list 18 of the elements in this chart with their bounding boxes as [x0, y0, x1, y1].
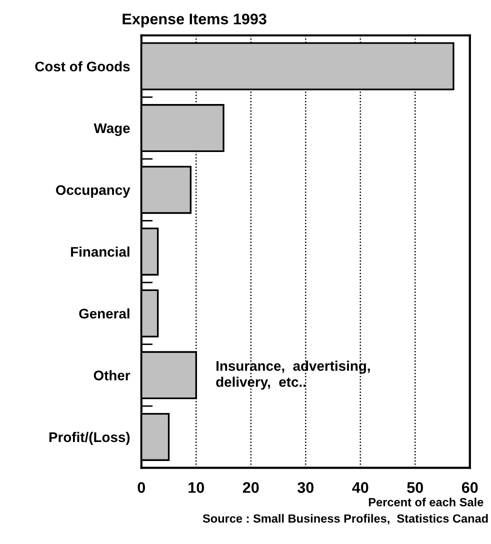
x-tick-label: 10 [188, 482, 204, 493]
y-tick-label: Financial [71, 246, 130, 257]
y-tick-label: Occupancy [56, 185, 130, 198]
y-tick-label: Profit/(Loss) [49, 432, 130, 445]
source-note: Source : Small Business Profiles, Statistics Canad [202, 514, 488, 524]
x-tick-label: 0 [138, 482, 146, 493]
annotation: Insurance, advertising, delivery, etc.. [216, 360, 370, 390]
x-tick-label: 30 [298, 482, 314, 493]
y-tick-label: General [79, 308, 130, 319]
chart-title: Expense Items 1993 [122, 14, 266, 28]
y-tick-label: Wage [94, 123, 130, 136]
y-tick-label: Cost of Goods [35, 61, 130, 72]
x-axis-title: Percent of each Sale [368, 498, 484, 506]
x-tick-label: 40 [352, 482, 368, 493]
x-tick-label: 50 [407, 482, 424, 493]
x-tick-label: 20 [242, 482, 259, 493]
y-tick-label: Other [94, 370, 130, 380]
x-tick-label: 60 [462, 482, 478, 493]
